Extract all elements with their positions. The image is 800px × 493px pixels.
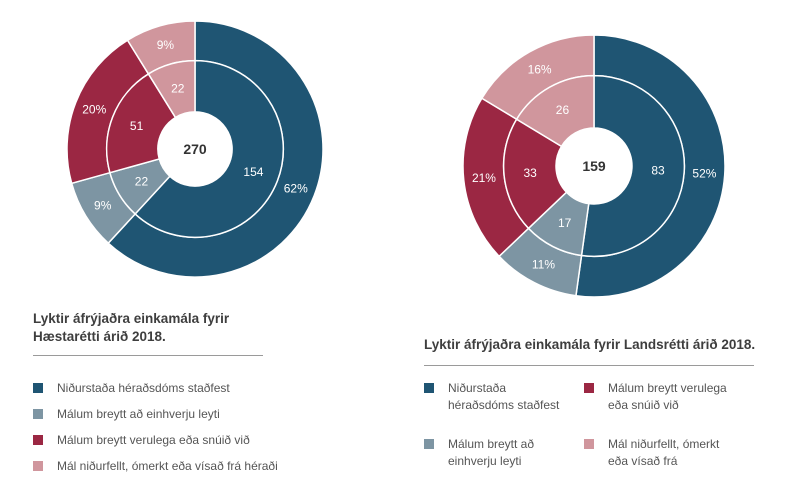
legend-swatch — [33, 409, 43, 419]
legend-label: Mál niðurfellt, ómerkt eða vísað frá hér… — [57, 459, 278, 473]
legend-item-right-upheld: Niðurstaða héraðsdóms staðfest — [424, 380, 574, 414]
legend-label: Niðurstaða héraðsdóms staðfest — [57, 381, 230, 395]
value-label-changed-partly: 22 — [135, 175, 149, 189]
total-label: 159 — [582, 158, 606, 174]
legend-item-left-dismissed: Mál niðurfellt, ómerkt eða vísað frá hér… — [33, 458, 303, 475]
legend-item-right-dismissed: Mál niðurfellt, ómerkt eða vísað frá — [584, 436, 734, 470]
value-label-upheld: 154 — [243, 165, 263, 179]
legend-swatch — [584, 439, 594, 449]
value-label-dismissed: 26 — [556, 103, 570, 117]
legend-label: Málum breytt verulega eða snúið við — [57, 433, 250, 447]
donut-chart-haestarettur: 62% 154 9% 22 20% 51 9% 22 270 — [66, 20, 324, 278]
legend-item-left-upheld: Niðurstaða héraðsdóms staðfest — [33, 380, 293, 397]
legend-label: Málum breytt verulega eða snúið við — [608, 381, 727, 412]
percent-label-upheld: 62% — [284, 181, 308, 195]
value-label-upheld: 83 — [651, 163, 665, 177]
percent-label-changed-substantially: 20% — [82, 103, 106, 117]
chart-title-right: Lyktir áfrýjaðra einkamála fyrir Landsré… — [424, 337, 756, 352]
title-rule-left — [33, 355, 263, 356]
legend-swatch — [424, 383, 434, 393]
donut-center — [556, 128, 632, 204]
percent-label-dismissed: 16% — [528, 63, 552, 77]
legend-item-right-substantial: Málum breytt verulega eða snúið við — [584, 380, 734, 414]
legend-label: Málum breytt að einhverju leyti — [448, 437, 535, 468]
total-label: 270 — [183, 141, 207, 157]
donut-inner-slice-dismissed — [147, 59, 196, 119]
legend-swatch — [33, 461, 43, 471]
percent-label-upheld: 52% — [692, 167, 716, 181]
legend-label: Málum breytt að einhverju leyti — [57, 407, 220, 421]
legend-item-left-substantial: Málum breytt verulega eða snúið við — [33, 432, 293, 449]
title-rule-right — [424, 365, 754, 366]
percent-label-changed-substantially: 21% — [472, 171, 496, 185]
legend-swatch — [424, 439, 434, 449]
value-label-dismissed: 22 — [171, 82, 185, 96]
value-label-changed-partly: 17 — [558, 216, 572, 230]
legend-swatch — [33, 435, 43, 445]
donut-center — [157, 111, 233, 187]
percent-label-changed-partly: 11% — [532, 257, 555, 271]
percent-label-dismissed: 9% — [157, 38, 175, 52]
legend-item-right-partly: Málum breytt að einhverju leyti — [424, 436, 574, 470]
value-label-changed-substantially: 33 — [524, 166, 538, 180]
percent-label-changed-partly: 9% — [94, 198, 112, 212]
legend-label: Niðurstaða héraðsdóms staðfest — [448, 381, 560, 412]
value-label-changed-substantially: 51 — [130, 119, 144, 133]
chart-title-left: Lyktir áfrýjaðra einkamála fyrir Hæstaré… — [33, 311, 230, 344]
donut-chart-landsrettur: 52% 83 11% 17 21% 33 16% 26 159 — [462, 34, 726, 298]
legend-label: Mál niðurfellt, ómerkt eða vísað frá — [608, 437, 720, 468]
legend-swatch — [584, 383, 594, 393]
legend-item-left-partly: Málum breytt að einhverju leyti — [33, 406, 293, 423]
legend-swatch — [33, 383, 43, 393]
